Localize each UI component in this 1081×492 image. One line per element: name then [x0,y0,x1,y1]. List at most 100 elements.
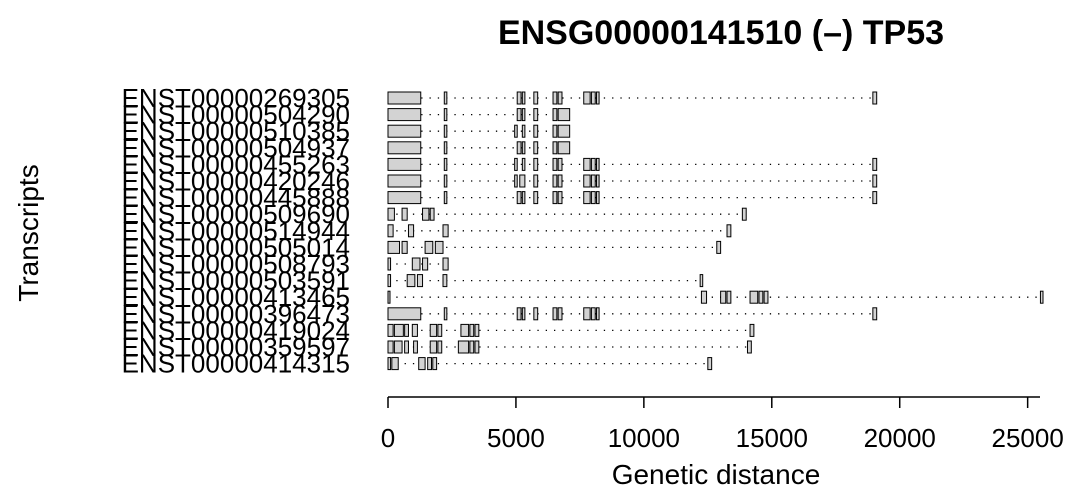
exon-box [422,257,429,271]
exon-box [401,240,408,254]
transcript-row [387,108,571,122]
transcript-label: ENST00000509690 [122,199,350,229]
exon-box [443,191,448,205]
exon-box [393,323,404,337]
transcript-row [387,257,449,271]
exon-box [401,207,408,221]
exon-box [437,323,443,337]
exon-box [442,257,449,271]
exon-box [413,340,418,354]
exon-box [596,174,600,188]
exon-box [474,323,480,337]
exon-box [707,357,713,371]
exon-box [557,91,563,105]
exon-box [700,290,708,304]
chart-title: ENSG00000141510 (–) TP53 [498,14,944,52]
exon-box [411,257,421,271]
exon-box [557,141,571,155]
transcript-row [387,157,878,171]
exon-box [533,157,539,171]
exon-box [596,91,600,105]
exon-box [716,240,722,254]
exon-box [521,108,526,122]
exon-box [741,207,747,221]
exon-box [387,108,422,122]
transcript-label: ENST00000413465 [122,282,350,312]
exon-box [514,174,518,188]
exon-box [387,124,422,138]
exon-box [552,141,558,155]
exon-box [557,108,571,122]
exon-box [583,307,591,321]
x-axis-label: Genetic distance [612,459,821,490]
exon-box [746,340,752,354]
transcript-row [387,224,732,238]
transcript-row [387,307,878,321]
plot-area [387,91,1044,371]
transcript-label: ENST00000269305 [122,83,350,113]
exon-box [387,224,394,238]
exon-box [521,157,526,171]
x-tick-label: 25000 [991,423,1063,453]
exon-box [521,124,526,138]
transcript-label: ENST00000359597 [122,332,350,362]
exon-box [557,174,563,188]
exon-box [872,191,878,205]
exon-box [533,141,539,155]
exon-box [521,307,526,321]
exon-box [514,124,518,138]
exon-box [442,274,448,288]
x-axis-ticks: 0 5000 10000 15000 20000 25000 [381,397,1064,453]
exon-box [552,91,558,105]
exon-box [590,157,596,171]
transcript-row [387,124,571,138]
exon-box [872,157,878,171]
exon-box [443,141,448,155]
transcript-row [387,191,878,205]
exon-box [387,274,392,288]
exon-box [443,91,448,105]
transcript-label: ENST00000508793 [122,249,350,279]
exon-box [443,174,448,188]
exon-box [590,91,596,105]
exon-box [393,340,403,354]
exon-box [557,124,571,138]
exon-box [474,340,480,354]
exon-box [422,207,430,221]
exon-box [416,274,424,288]
exon-box [872,91,878,105]
exon-box [516,91,522,105]
exon-box [557,307,563,321]
exon-box [758,290,764,304]
exon-box [387,207,395,221]
exon-box [596,157,600,171]
transcript-label: ENST00000504290 [122,100,350,130]
exon-box [521,191,526,205]
exon-box [552,191,558,205]
exon-box [533,108,539,122]
exon-box [460,323,470,337]
exon-box [404,323,409,337]
transcript-row [387,274,704,288]
exon-box [1039,290,1044,304]
transcript-row [387,290,1044,304]
exon-box [387,174,422,188]
exon-box [387,290,391,304]
exon-box [521,91,526,105]
transcript-label: ENST00000445888 [122,183,350,213]
exon-box [516,141,522,155]
exon-box [406,274,416,288]
exon-box [391,357,399,371]
transcript-row [387,174,878,188]
transcript-row [387,240,722,254]
exon-box [469,340,475,354]
exon-box [387,257,392,271]
exon-box [557,157,563,171]
transcript-row [387,141,571,155]
exon-box [872,174,878,188]
transcript-label: ENST00000503591 [122,266,350,296]
transcript-row [387,91,878,105]
exon-box [521,141,526,155]
exon-box [749,323,755,337]
transcript-row [387,357,713,371]
